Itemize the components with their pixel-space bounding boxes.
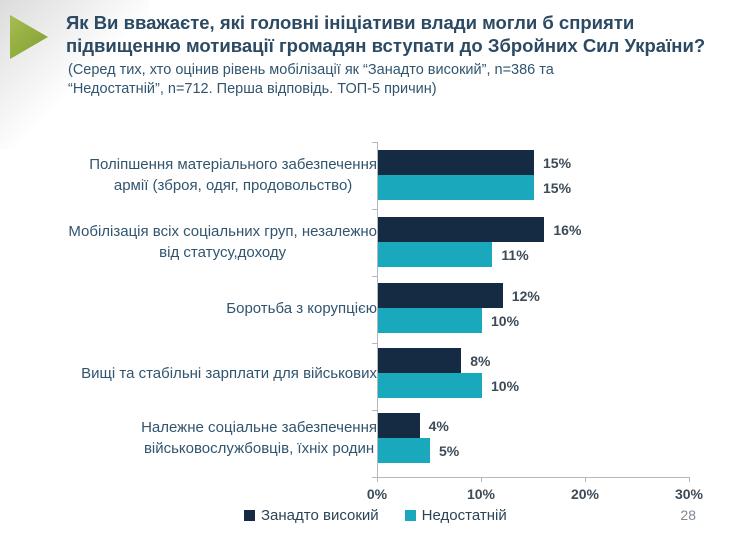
y-axis-tick (372, 343, 377, 344)
bar-dark (378, 217, 545, 242)
x-axis-tick (585, 478, 586, 482)
y-axis-tick (372, 142, 377, 143)
chart-row: Поліпшення матеріального забезпечення ар… (0, 150, 740, 200)
bar-dark (378, 150, 534, 175)
bar-value-label: 16% (553, 221, 582, 238)
category-label: Належне соціальне забезпечення військово… (141, 419, 377, 457)
x-axis-tick (377, 478, 378, 482)
x-tick-label: 20% (570, 486, 600, 502)
bar-value-label: 4% (428, 417, 449, 434)
bar-value-label: 12% (511, 287, 540, 304)
page-number: 28 (680, 507, 696, 523)
y-axis-tick (372, 410, 377, 411)
bar-value-label: 15% (543, 179, 572, 196)
legend-entry: Занадто високий (244, 507, 379, 524)
x-tick-label: 30% (674, 486, 704, 502)
bar-dark (378, 413, 420, 438)
y-axis-tick (372, 276, 377, 277)
legend-label: Недостатній (421, 507, 507, 524)
bar-value-label: 10% (491, 312, 520, 329)
bar-dark (378, 348, 462, 373)
legend-swatch-teal (404, 510, 416, 521)
bar-value-label: 8% (470, 352, 491, 369)
chart-row: Вищі та стабільні зарплати для військови… (0, 348, 740, 398)
bar-teal (378, 308, 482, 333)
y-axis-tick (372, 209, 377, 210)
bar-teal (378, 242, 493, 267)
category-label: Боротьба з корупцією (226, 299, 377, 317)
y-axis-line (377, 142, 378, 478)
bar-teal (378, 373, 482, 398)
x-axis-tick (481, 478, 482, 482)
chart-row: Боротьба з корупцією 12% 10% (0, 283, 740, 333)
bar-value-label: 11% (501, 246, 529, 263)
x-tick-label: 10% (466, 486, 496, 502)
category-label: Поліпшення матеріального забезпечення ар… (89, 156, 377, 194)
bar-value-label: 15% (543, 154, 572, 171)
y-axis-tick (372, 477, 377, 478)
bar-value-label: 5% (439, 442, 460, 459)
legend-swatch-dark (244, 510, 255, 521)
legend-label: Занадто високий (261, 507, 379, 524)
x-axis-line (377, 477, 690, 478)
x-axis-tick (689, 478, 690, 482)
slide-title: Як Ви вважаєте, які головні ініціативи в… (66, 12, 706, 57)
slide-subtitle: (Серед тих, хто оцінив рівень мобілізаці… (68, 62, 554, 97)
legend-entry: Недостатній (404, 507, 507, 524)
chart-row: Належне соціальне забезпечення військово… (0, 413, 740, 463)
bar-teal (378, 438, 430, 463)
chart-legend: Занадто високий Недостатній (244, 507, 507, 524)
bar-dark (378, 283, 503, 308)
x-tick-label: 0% (366, 486, 388, 502)
bar-value-label: 10% (491, 377, 520, 394)
bar-teal (378, 175, 534, 200)
category-label: Вищі та стабільні зарплати для військови… (81, 364, 377, 382)
category-label: Мобілізація всіх соціальних груп, незале… (68, 223, 377, 261)
chart-row: Мобілізація всіх соціальних груп, незале… (0, 217, 740, 267)
